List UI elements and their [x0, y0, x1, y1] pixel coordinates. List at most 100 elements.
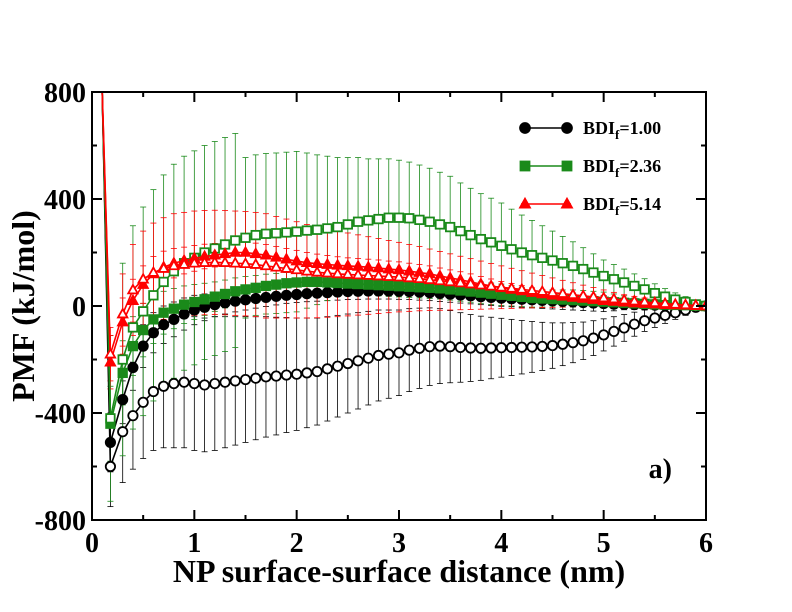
data-point: [587, 332, 600, 344]
data-point: [177, 257, 191, 269]
legend-marker: [561, 122, 573, 134]
legend-item: BDIf=1.00: [519, 118, 661, 142]
data-point: [578, 263, 589, 275]
data-point: [434, 340, 446, 352]
data-point: [485, 288, 497, 299]
data-point: [617, 293, 631, 305]
data-point: [588, 267, 599, 278]
data-point: [291, 277, 302, 288]
data-point: [260, 228, 272, 239]
data-point: [629, 280, 640, 292]
data-point: [126, 293, 140, 305]
data-point: [136, 272, 150, 284]
data-point: [455, 225, 466, 237]
data-point: [352, 216, 364, 227]
data-point: [105, 413, 116, 424]
data-point: [117, 426, 129, 438]
data-point: [321, 363, 333, 375]
data-point: [567, 260, 579, 272]
data-point: [167, 259, 181, 271]
legend-label-prefix: BDI: [583, 156, 615, 176]
data-point: [127, 322, 139, 333]
data-point: [230, 286, 241, 297]
data-point: [281, 227, 292, 238]
error-bars-series-3: [107, 133, 699, 502]
data-point: [557, 258, 568, 269]
data-point: [556, 286, 569, 298]
data-point: [281, 278, 292, 289]
data-point: [506, 244, 517, 255]
data-point: [229, 295, 241, 307]
data-point: [116, 307, 129, 319]
data-point: [321, 266, 334, 278]
data-point: [649, 312, 661, 324]
data-point: [117, 354, 128, 365]
data-point: [199, 294, 210, 305]
data-point: [455, 285, 466, 296]
data-point: [270, 290, 282, 302]
data-point: [158, 380, 170, 392]
data-point: [465, 286, 476, 297]
data-point: [392, 270, 406, 282]
data-point: [229, 375, 241, 387]
data-point: [240, 284, 251, 295]
data-point: [516, 341, 528, 353]
data-point: [464, 277, 477, 289]
legend-label: BDIf=2.36: [583, 156, 661, 180]
data-point: [618, 277, 630, 288]
data-point: [485, 237, 497, 248]
data-point: [310, 265, 324, 277]
data-point: [117, 367, 128, 379]
data-point: [189, 296, 200, 308]
data-point: [639, 315, 651, 327]
data-point: [280, 289, 293, 301]
legend-label-prefix: BDI: [583, 118, 615, 138]
data-point: [158, 319, 170, 331]
data-point: [424, 216, 435, 227]
panel-label: a): [649, 454, 672, 485]
data-point: [547, 255, 558, 266]
data-point: [342, 219, 353, 230]
data-point: [639, 284, 650, 295]
data-point: [576, 288, 590, 301]
legend-marker: [519, 122, 531, 134]
data-point: [669, 297, 682, 309]
data-point: [352, 278, 364, 290]
data-point: [608, 325, 620, 337]
data-point: [434, 219, 446, 230]
legend-label-sub: f: [615, 165, 620, 180]
data-point: [393, 212, 405, 223]
data-point: [301, 367, 313, 379]
data-point: [485, 342, 497, 354]
data-point: [249, 257, 262, 269]
data-point: [342, 278, 353, 289]
data-point: [178, 308, 190, 320]
legend-label-sub: f: [615, 203, 620, 218]
data-point: [322, 223, 333, 234]
data-point: [301, 288, 313, 300]
data-point: [403, 271, 416, 283]
data-point: [280, 261, 293, 273]
data-point: [484, 279, 498, 291]
data-point: [383, 348, 395, 360]
data-point: [104, 460, 116, 473]
legend-item: BDIf=5.14: [518, 194, 661, 218]
data-point: [239, 256, 252, 269]
data-point: [168, 313, 180, 325]
data-point: [280, 252, 293, 264]
legend: BDIf=1.00 BDIf=2.36 BDIf=5.14: [518, 118, 661, 218]
y-tick-label: -800: [35, 506, 86, 537]
data-point: [188, 378, 200, 390]
data-point: [362, 352, 374, 364]
x-tick-label: 3: [392, 528, 406, 559]
y-tick-label: 400: [44, 185, 86, 216]
data-point: [239, 245, 252, 257]
y-tick-label: 800: [44, 78, 86, 109]
data-point: [474, 278, 488, 290]
data-point: [270, 370, 282, 382]
data-point: [322, 277, 333, 288]
data-point: [413, 271, 426, 284]
x-tick-label: 5: [597, 528, 611, 559]
data-point: [515, 282, 529, 294]
data-point: [342, 357, 354, 370]
